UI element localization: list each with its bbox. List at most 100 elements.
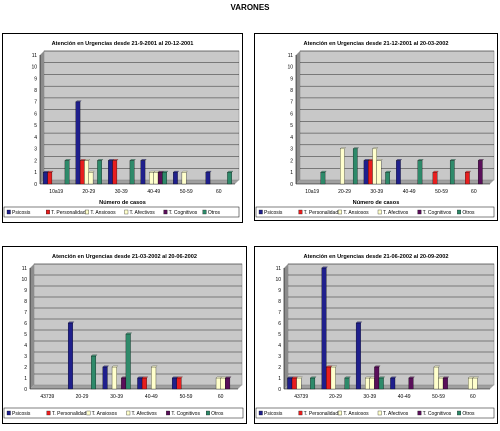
legend-label: T. Personalidad: [51, 210, 86, 216]
y-tick-label: 8: [290, 88, 293, 94]
bar-top: [464, 170, 471, 173]
bar-top: [339, 147, 346, 149]
legend-swatch: [338, 410, 342, 416]
x-tick-label: 60: [470, 394, 476, 400]
bar-top: [330, 365, 337, 368]
bar: [111, 365, 119, 390]
bar: [339, 147, 346, 185]
bar-top: [227, 170, 234, 173]
y-tick-label: 7: [34, 100, 37, 106]
bar-face: [310, 377, 316, 390]
legend-label: T. Ansiosos: [343, 411, 369, 417]
x-tick-label: 30-39: [370, 189, 383, 195]
y-tick-label: 11: [288, 53, 293, 59]
legend-entry: T. Personalidad: [298, 410, 338, 417]
plot-floor: [30, 385, 242, 389]
bar-face: [141, 377, 147, 390]
bar-face: [352, 148, 358, 185]
bar-face: [390, 377, 396, 390]
bar-face: [442, 377, 448, 390]
bar-top: [111, 365, 119, 368]
legend-label: T. Afectivos: [132, 411, 158, 417]
bar-top: [67, 321, 75, 324]
legend-entry: Psicosis: [258, 411, 283, 417]
y-tick-label: 8: [34, 88, 37, 94]
x-tick-label: 40-49: [147, 189, 160, 195]
bar-top: [125, 332, 132, 335]
bar-face: [102, 366, 108, 390]
y-tick-label: 3: [24, 354, 27, 360]
bar-face: [215, 377, 221, 390]
x-tick-label: 10a19: [305, 189, 319, 195]
bar-top: [352, 147, 359, 149]
bar-top: [320, 170, 327, 173]
bar-face: [97, 160, 102, 185]
bar: [321, 266, 328, 390]
bar: [355, 321, 363, 390]
y-tick-label: 9: [24, 288, 27, 294]
legend-entry: T. Ansiosos: [85, 210, 116, 216]
bar-face: [326, 366, 332, 390]
y-tick-label: 9: [34, 76, 37, 82]
legend-label: Otros: [462, 210, 475, 216]
bar-top: [225, 376, 232, 379]
bar-face: [396, 160, 401, 185]
legend-swatch: [258, 209, 263, 215]
legend-entry: T. Cognitivos: [166, 411, 200, 417]
legend-entry: T. Cognitivos: [417, 411, 452, 417]
bar-face: [438, 377, 444, 390]
legend-swatch: [6, 209, 11, 215]
legend-entry: T. Cognitivos: [417, 210, 452, 216]
bar: [296, 376, 303, 390]
y-tick-label: 5: [290, 123, 293, 129]
bar-top: [321, 266, 328, 269]
legend-entry: T. Afectivos: [126, 411, 158, 417]
bar: [88, 170, 95, 185]
bar-top: [129, 159, 136, 161]
y-tick-label: 7: [24, 310, 27, 316]
bar: [112, 159, 119, 185]
bar: [149, 170, 156, 185]
y-tick-label: 6: [278, 321, 281, 327]
bar-face: [321, 267, 327, 390]
bar: [64, 159, 71, 185]
bar-face: [378, 377, 384, 390]
bar-top: [376, 159, 383, 161]
legend-entry: Psicosis: [6, 209, 31, 216]
legend-swatch: [298, 410, 303, 416]
legend-entry: T. Ansiosos: [86, 411, 117, 417]
bar-face: [376, 160, 382, 185]
bar-top: [88, 170, 95, 173]
legend-entry: Otros: [202, 209, 221, 216]
plot-side-wall: [284, 264, 288, 389]
y-tick-label: 11: [22, 266, 27, 272]
x-tick-label: 60: [471, 189, 477, 195]
bar-face: [64, 160, 70, 185]
legend-swatch: [202, 209, 207, 215]
chart-1: Atención en Urgencias desde 21-9-2001 al…: [2, 33, 243, 223]
bar: [97, 159, 104, 185]
y-tick-label: 5: [34, 123, 37, 129]
x-tick-label: 43739: [40, 394, 54, 400]
bar-top: [173, 170, 180, 173]
legend-swatch: [46, 410, 51, 416]
y-tick-label: 3: [290, 147, 293, 153]
bar: [378, 376, 386, 390]
y-tick-label: 3: [278, 354, 281, 360]
legend-entry: T. Personalidad: [46, 410, 87, 417]
bar-face: [91, 355, 97, 390]
bar-top: [112, 159, 119, 161]
bar-face: [149, 172, 154, 185]
bar-face: [368, 160, 373, 185]
bar-top: [205, 170, 212, 173]
bar-top: [102, 365, 109, 368]
bar-top: [417, 159, 424, 161]
legend-entry: T. Personalidad: [298, 210, 338, 216]
bar: [442, 376, 450, 390]
bar-top: [442, 376, 450, 379]
bar: [225, 376, 232, 390]
x-tick-label: 10a19: [49, 189, 63, 195]
bar-face: [176, 377, 182, 390]
y-tick-label: 10: [275, 277, 281, 283]
y-tick-label: 5: [24, 332, 27, 338]
